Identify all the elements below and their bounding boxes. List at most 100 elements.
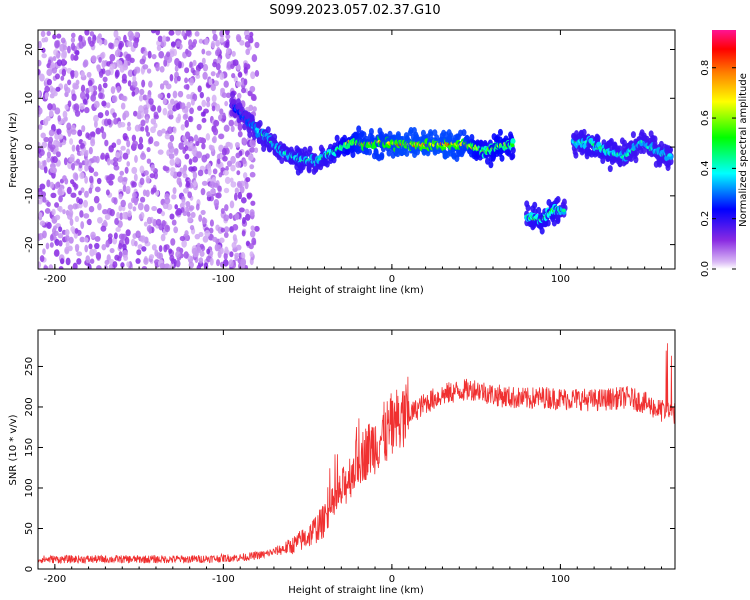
- noise-blob: [158, 245, 163, 253]
- noise-blob: [234, 192, 238, 201]
- noise-blob: [146, 68, 152, 74]
- ridge-halo: [633, 156, 639, 164]
- noise-blob: [40, 132, 46, 139]
- noise-blob: [235, 152, 241, 159]
- noise-blob: [175, 157, 180, 165]
- ridge-halo: [390, 151, 396, 159]
- noise-blob: [87, 79, 93, 87]
- noise-blob: [90, 138, 96, 147]
- noise-blob: [130, 32, 135, 39]
- noise-blob: [254, 69, 260, 77]
- noise-blob: [249, 85, 256, 93]
- noise-blob: [201, 142, 206, 150]
- noise-blob: [127, 210, 132, 218]
- noise-blob: [216, 158, 221, 165]
- noise-blob: [174, 64, 179, 72]
- noise-blob: [254, 225, 260, 232]
- noise-blob: [139, 88, 145, 96]
- ridge-halo: [630, 131, 636, 139]
- noise-blob: [239, 40, 245, 46]
- noise-blob: [56, 128, 62, 135]
- noise-blob: [140, 152, 147, 160]
- noise-blob: [60, 75, 65, 81]
- noise-blob: [223, 187, 230, 194]
- noise-blob: [148, 98, 154, 105]
- noise-blob: [105, 239, 110, 248]
- noise-blob: [231, 241, 237, 249]
- noise-blob: [202, 63, 209, 72]
- noise-blob: [109, 208, 115, 217]
- noise-blob: [46, 78, 52, 86]
- ridge-halo: [342, 134, 348, 142]
- noise-blob: [58, 195, 63, 203]
- noise-blob: [215, 259, 221, 267]
- noise-blob: [197, 169, 204, 177]
- noise-blob: [142, 64, 149, 70]
- noise-blob: [78, 34, 83, 43]
- noise-blob: [99, 72, 104, 78]
- noise-blob: [43, 136, 50, 143]
- noise-blob: [245, 176, 251, 183]
- noise-blob: [220, 87, 225, 94]
- noise-blob: [138, 136, 144, 145]
- noise-blob: [123, 110, 130, 118]
- noise-blob: [186, 93, 191, 100]
- noise-blob: [97, 203, 102, 211]
- noise-blob: [143, 221, 148, 227]
- noise-blob: [232, 59, 239, 67]
- noise-blob: [169, 167, 176, 173]
- noise-blob: [49, 242, 54, 248]
- noise-blob: [115, 151, 121, 159]
- noise-blob: [126, 261, 130, 268]
- noise-blob: [125, 229, 131, 237]
- noise-blob: [137, 202, 144, 211]
- noise-blob: [218, 237, 225, 244]
- noise-blob: [118, 193, 123, 200]
- noise-blob: [101, 60, 106, 69]
- noise-blob: [201, 48, 206, 55]
- noise-blob: [54, 238, 60, 246]
- noise-blob: [105, 189, 110, 196]
- noise-blob: [153, 171, 158, 180]
- noise-blob: [51, 103, 57, 111]
- noise-blob: [114, 254, 120, 261]
- noise-blob: [175, 250, 181, 259]
- noise-blob: [189, 224, 195, 231]
- ridge-halo: [313, 165, 319, 173]
- noise-blob: [54, 107, 61, 115]
- noise-blob: [252, 106, 257, 112]
- noise-blob: [75, 79, 80, 86]
- noise-blob: [244, 34, 251, 40]
- noise-blob: [209, 227, 214, 234]
- noise-blob: [86, 71, 92, 78]
- ridge-halo: [242, 123, 248, 131]
- noise-blob: [115, 227, 121, 233]
- noise-blob: [101, 68, 106, 75]
- noise-blob: [100, 152, 106, 160]
- noise-blob: [143, 50, 148, 56]
- noise-blob: [133, 198, 138, 206]
- noise-blob: [212, 61, 217, 68]
- noise-blob: [46, 221, 52, 230]
- noise-blob: [204, 37, 209, 46]
- noise-blob: [49, 166, 56, 173]
- colorbar: 0.0 0.2 0.4 0.6 0.8 Normalized spectral ampl…: [700, 30, 749, 277]
- noise-blob: [188, 205, 195, 211]
- noise-blob: [157, 93, 163, 99]
- noise-blob: [88, 165, 92, 171]
- noise-blob: [170, 238, 176, 246]
- noise-blob: [70, 192, 77, 198]
- noise-blob: [229, 200, 235, 209]
- noise-blob: [76, 158, 81, 164]
- noise-blob: [186, 50, 192, 58]
- spectrogram-ytick-label: 20: [24, 43, 35, 56]
- noise-blob: [194, 31, 200, 37]
- noise-blob: [187, 216, 193, 223]
- noise-blob: [38, 90, 41, 98]
- noise-blob: [64, 87, 71, 94]
- noise-blob: [142, 189, 147, 197]
- ridge-halo: [595, 134, 601, 142]
- noise-blob: [200, 111, 206, 117]
- noise-blob: [243, 78, 248, 86]
- noise-blob: [205, 96, 211, 103]
